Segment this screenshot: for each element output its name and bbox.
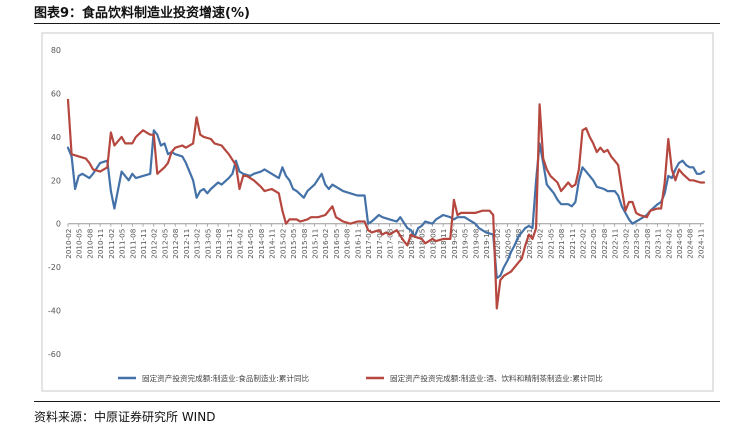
x-tick-label: 2014-08 xyxy=(257,228,266,258)
x-tick-label: 2010-02 xyxy=(64,229,73,259)
y-tick-label: 60 xyxy=(51,89,61,98)
x-tick-label: 2018-11 xyxy=(439,229,448,259)
x-tick-label: 2012-02 xyxy=(150,229,159,259)
y-tick-label: -60 xyxy=(48,350,61,359)
x-tick-label: 2015-02 xyxy=(278,229,287,259)
x-tick-label: 2011-05 xyxy=(118,229,127,259)
source-rule xyxy=(34,401,720,402)
y-tick-label: 80 xyxy=(51,46,61,55)
x-tick-label: 2013-02 xyxy=(193,229,202,259)
y-tick-label: -20 xyxy=(48,263,61,272)
x-tick-label: 2021-11 xyxy=(568,229,577,259)
x-tick-label: 2017-05 xyxy=(375,229,384,259)
x-tick-label: 2024-08 xyxy=(686,228,695,258)
y-tick-label: 0 xyxy=(56,220,61,229)
x-tick-label: 2013-08 xyxy=(214,228,223,258)
x-tick-label: 2012-11 xyxy=(182,229,191,259)
x-tick-label: 2016-02 xyxy=(321,229,330,259)
x-tick-label: 2013-11 xyxy=(225,229,234,259)
source-note: 资料来源：中原证券研究所 WIND xyxy=(34,410,216,424)
x-tick-label: 2019-02 xyxy=(450,229,459,259)
x-tick-label: 2022-11 xyxy=(611,229,620,259)
x-tick-label: 2011-11 xyxy=(139,229,148,259)
x-axis: 2010-02 2010-05 2010-08 2010-11 2011-02 2011-… xyxy=(64,223,705,259)
x-tick-label: 2012-08 xyxy=(171,228,180,258)
x-tick-label: 2024-02 xyxy=(664,229,673,259)
y-tick-label: -40 xyxy=(48,307,61,316)
x-tick-label: 2022-05 xyxy=(589,229,598,259)
series-line-1 xyxy=(66,129,706,280)
x-tick-label: 2022-02 xyxy=(579,229,588,259)
x-tick-label: 2017-02 xyxy=(364,229,373,259)
x-tick-label: 2016-08 xyxy=(343,228,352,258)
x-tick-label: 2012-05 xyxy=(160,229,169,259)
y-tick-label: 40 xyxy=(51,133,61,142)
x-tick-label: 2017-11 xyxy=(396,229,405,259)
figure-title: 图表9：食品饮料制造业投资增速(%) xyxy=(34,6,250,21)
x-tick-label: 2021-08 xyxy=(557,228,566,258)
x-tick-label: 2019-11 xyxy=(482,229,491,259)
legend-label-1: 固定资产投资完成额:制造业:食品制造业:累计同比 xyxy=(142,373,310,383)
x-tick-label: 2018-02 xyxy=(407,229,416,259)
x-tick-label: 2024-05 xyxy=(675,229,684,259)
x-tick-label: 2022-08 xyxy=(600,228,609,258)
x-tick-label: 2019-05 xyxy=(461,229,470,259)
x-tick-label: 2024-11 xyxy=(696,229,705,259)
y-tick-label: 20 xyxy=(51,176,61,185)
x-tick-label: 2020-11 xyxy=(525,229,534,259)
x-tick-label: 2014-11 xyxy=(268,229,277,259)
legend-label-2: 固定资产投资完成额:制造业:酒、饮料和精制茶制造业:累计同比 xyxy=(390,373,603,383)
x-tick-label: 2010-05 xyxy=(75,229,84,259)
x-tick-label: 2015-11 xyxy=(311,229,320,259)
y-axis: -60 -40 -20 0 20 40 60 80 xyxy=(48,46,61,359)
x-tick-label: 2011-08 xyxy=(128,228,137,258)
x-tick-label: 2020-08 xyxy=(514,228,523,258)
x-tick-label: 2014-05 xyxy=(246,229,255,259)
x-tick-label: 2023-05 xyxy=(632,229,641,259)
x-tick-label: 2019-08 xyxy=(471,228,480,258)
x-tick-label: 2015-08 xyxy=(300,228,309,258)
legend: 固定资产投资完成额:制造业:食品制造业:累计同比 固定资产投资完成额:制造业:酒、… xyxy=(118,373,603,383)
x-tick-label: 2010-11 xyxy=(96,229,105,259)
x-tick-label: 2021-05 xyxy=(546,229,555,259)
x-tick-label: 2011-02 xyxy=(107,229,116,259)
x-tick-label: 2018-08 xyxy=(428,228,437,258)
x-tick-label: 2014-02 xyxy=(236,229,245,259)
chart-frame xyxy=(41,32,714,392)
x-tick-label: 2023-02 xyxy=(621,229,630,259)
x-tick-label: 2016-11 xyxy=(353,229,362,259)
x-tick-label: 2015-05 xyxy=(289,229,298,259)
series-layer xyxy=(66,98,706,310)
title-rule xyxy=(34,23,720,24)
x-tick-label: 2020-02 xyxy=(493,229,502,259)
x-tick-label: 2023-08 xyxy=(643,228,652,258)
series-line-2 xyxy=(66,98,706,310)
x-tick-label: 2017-08 xyxy=(386,228,395,258)
x-tick-label: 2020-05 xyxy=(503,229,512,259)
x-tick-label: 2016-05 xyxy=(332,229,341,259)
x-tick-label: 2013-05 xyxy=(203,229,212,259)
x-tick-label: 2023-11 xyxy=(654,229,663,259)
x-tick-label: 2021-02 xyxy=(536,229,545,259)
x-tick-label: 2018-05 xyxy=(418,229,427,259)
x-tick-label: 2010-08 xyxy=(85,228,94,258)
